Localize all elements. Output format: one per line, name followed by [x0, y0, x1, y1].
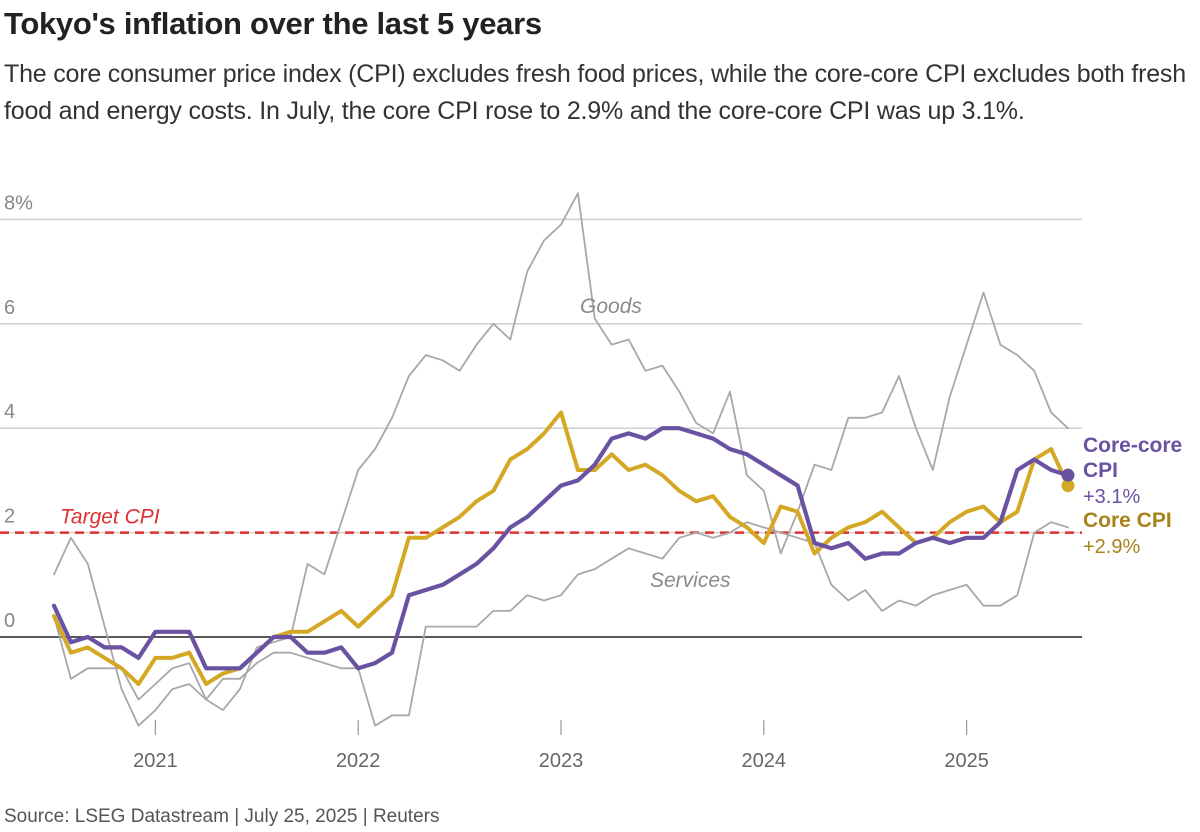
end-label-value-core-core: +3.1%	[1083, 486, 1140, 508]
y-tick-labels: 8% 6 4 2 0	[4, 192, 33, 632]
annotation-services: Services	[650, 569, 731, 592]
target-cpi-label: Target CPI	[60, 506, 160, 529]
series-line-goods	[53, 192, 1069, 727]
end-label-value-core: +2.9%	[1083, 536, 1140, 558]
x-tick-label-2021: 2021	[133, 750, 178, 772]
source-note: Source: LSEG Datastream | July 25, 2025 …	[4, 806, 440, 827]
x-tick-label-2025: 2025	[944, 750, 989, 772]
y-tick-label-0: 0	[4, 610, 15, 632]
series-layer	[51, 192, 1075, 727]
x-tick-label-2023: 2023	[539, 750, 584, 772]
end-point-core	[1061, 479, 1075, 493]
end-point-core-core	[1061, 468, 1075, 482]
end-label-name-core-core: Core-core CPI	[1083, 434, 1182, 482]
end-label-name-line: CPI	[1083, 459, 1118, 482]
series-line-core-core	[51, 426, 1071, 671]
end-label-name-core: Core CPI	[1083, 509, 1172, 532]
chart-subtitle: The core consumer price index (CPI) excl…	[4, 60, 1186, 125]
x-tick-label-2024: 2024	[742, 750, 787, 772]
y-tick-label-8: 8%	[4, 192, 33, 214]
annotation-goods: Goods	[580, 295, 642, 318]
chart-title: Tokyo's inflation over the last 5 years	[4, 6, 542, 41]
grid-layer	[0, 218, 1082, 735]
series-line-services	[53, 521, 1069, 727]
line-chart: 8% 6 4 2 0 2021 2022 2023 2024 2025 Target CPI Go…	[0, 192, 1182, 772]
series-line-core	[52, 410, 1070, 686]
end-label-name-line: Core CPI	[1083, 509, 1172, 532]
y-tick-label-4: 4	[4, 401, 15, 423]
x-tick-label-2022: 2022	[336, 750, 381, 772]
end-label-name-line: Core-core	[1083, 434, 1182, 457]
end-label-layer: Core-core CPI +3.1%Core CPI +2.9%	[1083, 434, 1182, 558]
y-tick-label-2: 2	[4, 506, 15, 528]
y-tick-label-6: 6	[4, 297, 15, 319]
x-tick-labels: 2021 2022 2023 2024 2025	[133, 750, 989, 772]
annotation-layer: Target CPI Goods Services	[60, 295, 731, 592]
